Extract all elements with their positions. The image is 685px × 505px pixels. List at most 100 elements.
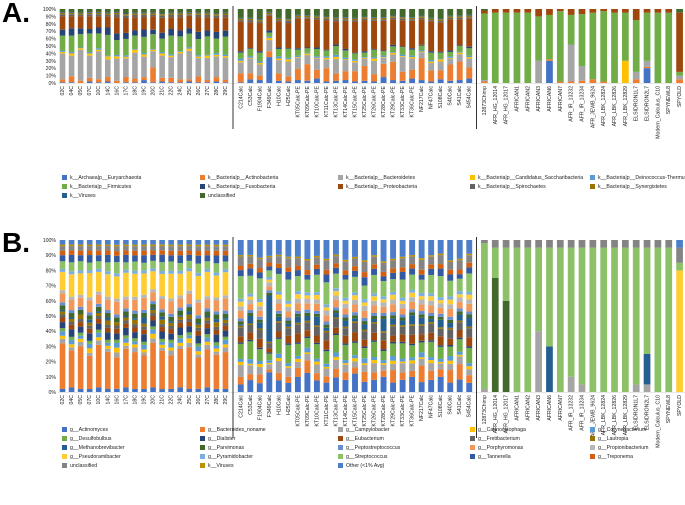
x-tick-label: AFR_HG_12017	[504, 395, 510, 433]
bar-segment	[123, 262, 129, 270]
bar-segment	[390, 343, 397, 356]
bar-segment	[132, 327, 138, 333]
bar-segment	[578, 247, 586, 385]
bar-segment	[502, 247, 510, 301]
bar-segment	[437, 361, 444, 364]
bar-segment	[266, 15, 273, 31]
y-tick-label: 100%	[43, 7, 57, 13]
legend-swatch	[590, 436, 595, 442]
bar-segment	[123, 15, 129, 18]
bar-segment	[150, 310, 156, 314]
bar-segment	[275, 56, 282, 59]
bar-segment	[622, 60, 629, 83]
bar-segment	[266, 279, 273, 283]
bar-segment	[123, 77, 129, 83]
bar-segment	[313, 255, 320, 258]
bar-segment	[390, 46, 397, 53]
bar-segment	[418, 50, 425, 52]
bar-segment	[418, 80, 425, 83]
bar-segment	[390, 370, 397, 383]
bar-segment	[95, 240, 102, 245]
x-tick-label: 22C	[169, 395, 175, 405]
bar-segment	[77, 261, 84, 271]
y-tick-label: 60%	[46, 37, 57, 43]
bar-segment	[466, 346, 473, 348]
bar-segment	[390, 326, 397, 336]
bar-segment	[352, 256, 358, 259]
x-tick-label: KT05Calc-PE	[295, 85, 301, 117]
bar-segment	[256, 19, 263, 21]
bar-segment	[141, 355, 147, 389]
bar-segment	[59, 246, 66, 251]
bar-segment	[247, 240, 254, 255]
legend-item: g__Porphyromonas	[470, 445, 523, 451]
x-tick-label: F349Calc	[267, 395, 273, 418]
bar-segment	[390, 54, 397, 62]
x-tick-label: AFR_LBK_12826	[612, 86, 618, 126]
bar-segment	[77, 326, 84, 333]
x-tick-label: ELSIDRON2L7	[645, 86, 651, 121]
bar-segment	[622, 247, 629, 392]
x-tick-label: KT33Calc-PE	[400, 85, 406, 117]
bar-segment	[304, 259, 311, 261]
bar-segment	[275, 372, 282, 381]
bar-segment	[456, 311, 463, 315]
bar-segment	[141, 349, 147, 353]
bar-segment	[447, 319, 454, 324]
x-tick-label: 10C	[96, 86, 102, 96]
bar-segment	[294, 265, 301, 271]
bar-segment	[466, 273, 473, 292]
bar-segment	[535, 16, 542, 61]
bar-segment	[150, 292, 156, 302]
bar-segment	[352, 240, 358, 257]
bar-segment	[352, 299, 358, 305]
bar-segment	[177, 322, 184, 328]
bar-segment	[323, 363, 330, 367]
bar-segment	[456, 46, 463, 52]
bar-segment	[95, 340, 102, 345]
bar-segment	[437, 319, 444, 328]
bar-segment	[114, 388, 120, 392]
bar-segment	[95, 329, 102, 333]
bar-segment	[409, 78, 416, 83]
y-tick-label: 50%	[46, 314, 57, 320]
bar-segment	[95, 14, 102, 17]
bar-segment	[600, 240, 608, 248]
bar-segment	[177, 295, 184, 299]
bar-segment	[342, 60, 349, 72]
bar-segment	[68, 9, 75, 12]
x-tick-label: KT15Calc-PE	[353, 394, 359, 426]
bar-segment	[456, 51, 463, 53]
bar-segment	[256, 363, 263, 367]
bar-segment	[237, 255, 244, 257]
bar-segment	[275, 21, 282, 48]
bar-segment	[104, 345, 111, 349]
bar-segment	[132, 338, 138, 342]
x-tick-label: KT36Calc-PE	[410, 85, 416, 117]
bar-segment	[141, 323, 147, 327]
bar-segment	[222, 310, 229, 314]
legend-item: g__Methanobrevibacter	[62, 445, 125, 451]
legend-item: g__Pseudoramibacter	[62, 454, 121, 460]
bar-segment	[285, 311, 292, 318]
bar-segment	[256, 61, 263, 64]
bar-segment	[204, 9, 211, 13]
bar-segment	[399, 379, 406, 392]
bar-segment	[399, 267, 406, 272]
bar-segment	[150, 254, 156, 261]
bar-segment	[59, 29, 66, 36]
bar-segment	[59, 311, 66, 315]
bar-segment	[428, 300, 435, 306]
bar-segment	[428, 81, 435, 83]
bar-segment	[256, 301, 263, 307]
bar-segment	[95, 9, 102, 12]
bar-segment	[141, 12, 147, 14]
bar-segment	[247, 263, 254, 269]
bar-segment	[59, 51, 66, 54]
bar-segment	[237, 343, 244, 359]
bar-segment	[104, 27, 111, 35]
bar-segment	[68, 240, 75, 245]
bar-segment	[600, 9, 608, 12]
bar-segment	[168, 298, 174, 302]
bar-segment	[168, 321, 174, 323]
